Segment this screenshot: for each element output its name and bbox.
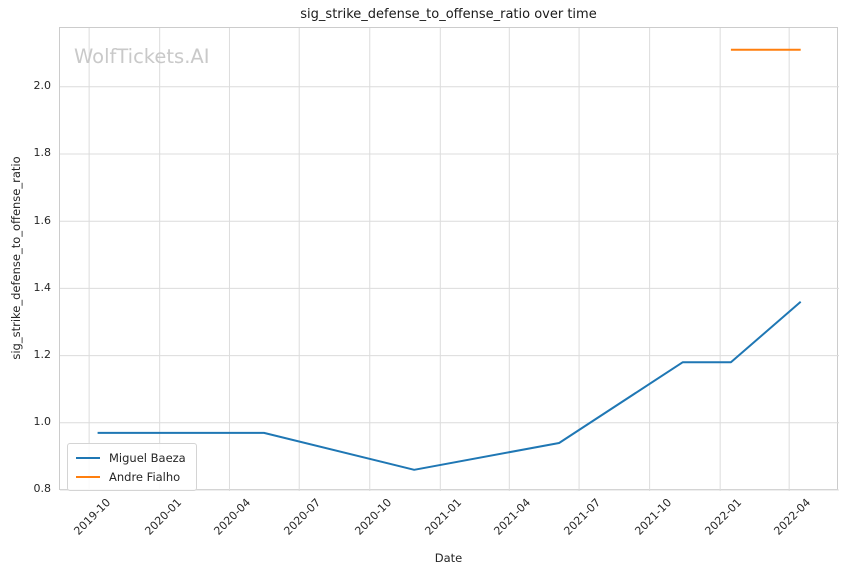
x-tick-label: 2020-10 [352,496,394,538]
plot-canvas [60,28,839,491]
y-tick-label: 0.8 [33,482,52,496]
x-tick-label: 2021-04 [491,496,534,538]
x-tick-label: 2019-10 [71,496,114,538]
legend-label: Andre Fialho [109,469,181,484]
y-axis-label: sig_strike_defense_to_offense_ratio [9,156,23,360]
legend-entries: Miguel Baeza Andre Fialho [76,448,186,486]
series-line-miguel-baeza [97,301,802,471]
plot-area [59,27,839,491]
x-tick-label: 2021-07 [561,496,604,538]
legend-swatch-icon [76,456,100,459]
y-tick-label: 1.0 [33,415,52,429]
legend-row: Miguel Baeza [76,448,186,467]
y-tick-label: 2.0 [33,79,52,93]
chart-title: sig_strike_defense_to_offense_ratio over… [300,7,597,22]
x-tick-label: 2022-04 [771,496,814,538]
legend-swatch-icon [76,475,100,478]
y-tick-label: 1.6 [33,213,52,227]
x-tick-label: 2022-01 [702,496,745,538]
x-tick-label: 2020-01 [142,496,184,538]
legend-row: Andre Fialho [76,467,186,486]
y-tick-label: 1.4 [33,280,52,294]
x-axis-label: Date [434,551,463,565]
x-tick-label: 2020-07 [281,496,324,538]
y-tick-label: 1.8 [33,146,52,160]
y-tick-label: 1.2 [33,348,52,362]
x-tick-label: 2021-01 [422,496,465,538]
x-tick-label: 2021-10 [632,496,674,538]
watermark-text: WolfTickets.AI [74,45,210,68]
legend: Miguel Baeza Andre Fialho [67,443,197,491]
legend-label: Miguel Baeza [109,450,186,465]
x-tick-label: 2020-04 [211,496,254,538]
